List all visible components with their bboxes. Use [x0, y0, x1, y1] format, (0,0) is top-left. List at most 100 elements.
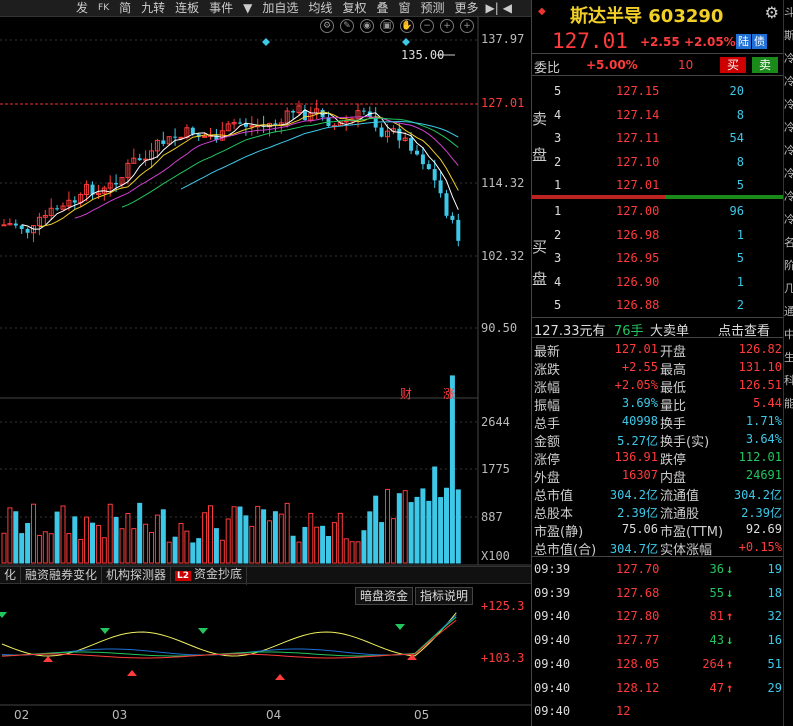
- price-tick: 137.97: [481, 32, 525, 46]
- stat-value: 127.01: [614, 342, 658, 356]
- kline-chart-area[interactable]: 发 FK 简 九转 连板 事件 ▼ 加自选 均线 复权 叠 窗 预测 更多 ▶|…: [0, 0, 531, 726]
- trade-price: 127.68: [616, 585, 660, 600]
- hand-icon[interactable]: ✋: [400, 19, 414, 33]
- overlay-button[interactable]: 叠: [376, 0, 389, 15]
- volume-bar: [432, 466, 438, 564]
- collapse-icon[interactable]: ◀: [502, 0, 513, 15]
- ask-row[interactable]: 5 127.15 20: [532, 80, 784, 103]
- stat-label: 外盘: [534, 471, 561, 486]
- candle-body: [249, 125, 255, 128]
- stat-value: 1.71%: [745, 414, 782, 428]
- bid-row[interactable]: 2 126.98 1: [532, 224, 784, 247]
- stat-label: 涨幅: [534, 381, 561, 396]
- eye-icon[interactable]: ◉: [360, 19, 374, 33]
- ask-row[interactable]: 1 127.01 5: [532, 174, 784, 197]
- event-zhang[interactable]: 涨: [443, 387, 456, 401]
- indicator-explain-button[interactable]: 指标说明: [415, 587, 474, 605]
- bond-tag[interactable]: 债: [752, 34, 767, 49]
- tab-institution-detector[interactable]: 机构探测器: [102, 566, 172, 584]
- candle-body: [409, 138, 414, 151]
- volume-bar: [160, 509, 166, 564]
- candle-body: [196, 134, 201, 137]
- edge-char: 中: [784, 326, 793, 342]
- bid-row[interactable]: 4 126.90 1: [532, 271, 784, 294]
- lu-tag[interactable]: 陆: [736, 34, 751, 49]
- bid-row[interactable]: 1 127.00 96: [532, 200, 784, 223]
- ask-row[interactable]: 2 127.10 8: [532, 151, 784, 174]
- candle-body: [166, 136, 172, 145]
- candle-body: [19, 225, 24, 229]
- candle-body: [214, 135, 219, 141]
- ask-row[interactable]: 3 127.11 54: [532, 127, 784, 150]
- ask-row[interactable]: 4 127.14 8: [532, 104, 784, 127]
- stat-value: 5.27亿: [617, 434, 658, 448]
- expand-icon[interactable]: ▶|: [485, 0, 499, 15]
- buy-signal-arrow-icon: [43, 656, 53, 662]
- tab-fund-bottom[interactable]: L2 资金抄底: [171, 565, 248, 585]
- fa-button[interactable]: 发: [76, 0, 89, 15]
- stat-value: 304.2亿: [733, 488, 782, 502]
- trade-count: 18: [767, 585, 782, 600]
- order-volume: 1: [736, 227, 744, 242]
- volume-bar: [320, 525, 326, 564]
- event-cai[interactable]: 财: [400, 387, 413, 401]
- volume-bar: [107, 503, 113, 564]
- lianban-button[interactable]: 连板: [175, 0, 200, 15]
- junxian-button[interactable]: 均线: [308, 0, 333, 15]
- dropdown-icon[interactable]: ▼: [243, 0, 253, 15]
- jiuzhuan-button[interactable]: 九转: [141, 0, 166, 15]
- chart-toolbar: 发 FK 简 九转 连板 事件 ▼ 加自选 均线 复权 叠 窗 预测 更多 ▶|…: [0, 0, 531, 17]
- zoom-out-icon[interactable]: −: [420, 19, 434, 33]
- zoom-in-icon[interactable]: +: [440, 19, 454, 33]
- pen-icon[interactable]: ✎: [340, 19, 354, 33]
- volume-bar: [25, 523, 31, 564]
- forecast-button[interactable]: 预测: [420, 0, 445, 15]
- sell-button[interactable]: 卖: [752, 57, 778, 73]
- bid-row[interactable]: 5 126.88 2: [532, 294, 784, 317]
- candle-body: [273, 123, 278, 125]
- window-button[interactable]: 窗: [398, 0, 411, 15]
- buy-button[interactable]: 买: [720, 57, 746, 73]
- event-diamond[interactable]: [262, 38, 270, 46]
- volume-bar: [119, 528, 125, 564]
- candle-body: [243, 123, 248, 127]
- shijian-button[interactable]: 事件: [209, 0, 234, 15]
- candle-body: [190, 127, 195, 135]
- tab-hua[interactable]: 化: [0, 566, 22, 584]
- orderbook-divider: [532, 195, 784, 199]
- stat-label: 换手(实): [660, 435, 710, 450]
- moving-average-line: [74, 116, 459, 219]
- view-button[interactable]: 点击查看: [718, 324, 771, 339]
- arrow-up-icon: ↑: [726, 609, 734, 624]
- fuquan-button[interactable]: 复权: [342, 0, 367, 15]
- candle-body: [343, 120, 349, 123]
- edge-char: 科: [784, 372, 793, 388]
- volume-bar: [290, 535, 296, 564]
- arrow-up-icon: ↑: [726, 656, 734, 671]
- gear-icon[interactable]: ⚙: [764, 3, 779, 22]
- jian-button[interactable]: 简: [119, 0, 132, 15]
- volume-bar: [202, 512, 208, 564]
- volume-bar: [225, 518, 231, 564]
- candle-body: [25, 228, 30, 233]
- arrow-up-icon: ↑: [726, 680, 734, 695]
- event-diamond[interactable]: [402, 38, 410, 46]
- order-price: 126.95: [616, 251, 660, 265]
- add-favorite-button[interactable]: 加自选: [262, 0, 299, 15]
- candle-body: [48, 207, 54, 217]
- add-icon[interactable]: +: [460, 19, 474, 33]
- star-icon[interactable]: ◆: [538, 6, 546, 17]
- dark-pool-button[interactable]: 暗盘资金: [355, 587, 414, 605]
- more-button[interactable]: 更多: [454, 0, 479, 15]
- candle-body: [72, 200, 77, 203]
- volume-bar: [455, 489, 461, 564]
- sell-signal-arrow-icon: [100, 628, 110, 634]
- trade-time: 09:40: [534, 680, 571, 695]
- bid-row[interactable]: 3 126.95 5: [532, 247, 784, 270]
- fk-button[interactable]: FK: [98, 2, 110, 13]
- lock-icon[interactable]: ▣: [380, 19, 394, 33]
- moving-average-line: [21, 109, 459, 230]
- tab-margin-change[interactable]: 融资融券变化: [21, 566, 103, 584]
- stat-row: 涨跌 +2.55 最高 131.10: [532, 358, 784, 378]
- settings-icon[interactable]: ⚙: [320, 19, 334, 33]
